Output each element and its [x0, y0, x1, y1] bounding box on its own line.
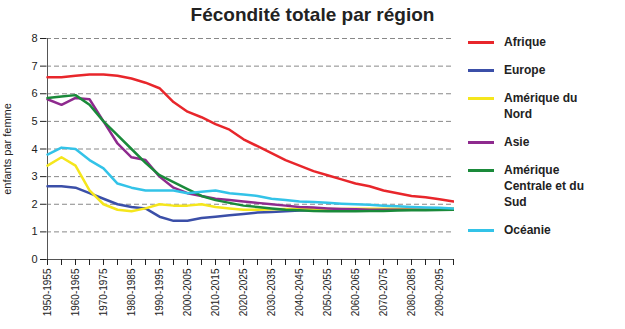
svg-text:2020-2025: 2020-2025	[238, 268, 249, 316]
svg-text:2050-2055: 2050-2055	[322, 268, 333, 316]
html-text:Europe: Europe	[504, 63, 546, 77]
svg-text:1960-1965: 1960-1965	[70, 268, 81, 316]
svg-text:2070-2075: 2070-2075	[378, 268, 389, 316]
svg-text:2000-2005: 2000-2005	[182, 268, 193, 316]
svg-text:enfants par femme: enfants par femme	[1, 103, 13, 195]
svg-text:1990-1995: 1990-1995	[154, 268, 165, 316]
svg-text:1950-1955: 1950-1955	[42, 268, 53, 316]
svg-text:1: 1	[31, 225, 37, 237]
svg-text:2080-2085: 2080-2085	[406, 268, 417, 316]
svg-text:1980-1985: 1980-1985	[126, 268, 137, 316]
svg-text:2: 2	[31, 198, 37, 210]
svg-text:2030-2035: 2030-2035	[266, 268, 277, 316]
html-text:Fécondité totale par région: Fécondité totale par région	[190, 4, 435, 25]
svg-text:2040-2045: 2040-2045	[294, 268, 305, 316]
svg-text:8: 8	[31, 32, 37, 44]
svg-text:1970-1975: 1970-1975	[98, 268, 109, 316]
svg-text:2010-2015: 2010-2015	[210, 268, 221, 316]
svg-text:4: 4	[31, 143, 37, 155]
svg-text:5: 5	[31, 115, 37, 127]
html-text:Amérique Centrale et du Sud: Amérique Centrale et du Sud	[504, 163, 584, 209]
svg-text:0: 0	[31, 253, 37, 265]
svg-text:7: 7	[31, 60, 37, 72]
svg-text:2060-2065: 2060-2065	[350, 268, 361, 316]
html-text:Amérique du Nord: Amérique du Nord	[504, 91, 578, 121]
html-text:Océanie: Océanie	[504, 223, 551, 237]
svg-text:6: 6	[31, 87, 37, 99]
svg-text:2090-2095: 2090-2095	[434, 268, 445, 316]
svg-text:3: 3	[31, 170, 37, 182]
html-text:Afrique: Afrique	[504, 35, 546, 49]
html-text:Asie: Asie	[504, 135, 530, 149]
